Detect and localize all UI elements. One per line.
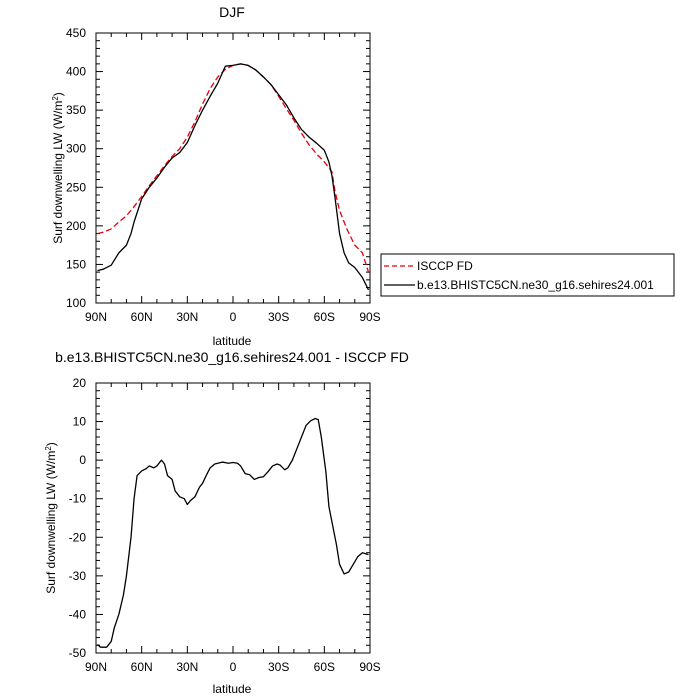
- x-tick-label: 90S: [359, 660, 380, 674]
- y-tick-label: 0: [79, 453, 86, 467]
- x-axis-label: latitude: [213, 682, 252, 696]
- x-tick-label: 30N: [176, 310, 198, 324]
- legend-box: [380, 253, 675, 297]
- y-tick-label: -50: [69, 646, 87, 660]
- axis-ticks: 90N 60N 30N 0 30S 60S 90S -50 -40 -30 -20 -10 0 10 20: [69, 376, 381, 674]
- chart-title: b.e13.BHISTC5CN.ne30_g16.sehires24.001 -…: [55, 349, 409, 365]
- legend: ISCCP FD b.e13.BHISTC5CN.ne30_g16.sehire…: [380, 253, 675, 297]
- y-tick-label: 300: [66, 142, 86, 156]
- legend-label-model: b.e13.BHISTC5CN.ne30_g16.sehires24.001: [417, 278, 654, 292]
- series-line-0: [97, 417, 369, 648]
- y-tick-label: 400: [66, 65, 86, 79]
- chart-title: DJF: [219, 4, 245, 20]
- x-axis-label: latitude: [213, 334, 252, 348]
- chart-djf: DJF 90N 60N 30N 0 30S 60S 90S 100 150 200 250 300 35…: [51, 4, 675, 348]
- x-tick-label: 0: [230, 660, 237, 674]
- axis-ticks: 90N 60N 30N 0 30S 60S 90S 100 150 200 250 300 350 400…: [66, 26, 381, 324]
- legend-label-isccp: ISCCP FD: [417, 259, 473, 273]
- y-tick-label: -20: [69, 530, 87, 544]
- y-tick-label: 20: [73, 376, 87, 390]
- x-tick-label: 30S: [268, 310, 289, 324]
- chart-difference: b.e13.BHISTC5CN.ne30_g16.sehires24.001 -…: [44, 349, 409, 696]
- y-axis-label: Surf downwelling LW (W/m2): [44, 442, 59, 594]
- x-tick-label: 60S: [314, 310, 335, 324]
- x-tick-label: 90N: [85, 660, 107, 674]
- y-tick-label: -40: [69, 607, 87, 621]
- y-tick-label: -10: [69, 492, 87, 506]
- x-tick-label: 60S: [314, 660, 335, 674]
- series-line-0: [97, 63, 370, 273]
- y-tick-label: -30: [69, 569, 87, 583]
- x-tick-label: 0: [230, 310, 237, 324]
- y-tick-label: 200: [66, 219, 86, 233]
- x-tick-label: 30S: [268, 660, 289, 674]
- x-tick-label: 90N: [85, 310, 107, 324]
- plot-frame: [95, 32, 371, 304]
- y-axis-label: Surf downwelling LW (W/m2): [51, 92, 66, 244]
- y-tick-label: 150: [66, 257, 86, 271]
- y-tick-label: 10: [73, 415, 87, 429]
- y-tick-label: 450: [66, 26, 86, 40]
- series-line-1: [97, 63, 370, 291]
- y-tick-label: 350: [66, 103, 86, 117]
- x-tick-label: 30N: [176, 660, 198, 674]
- x-tick-label: 60N: [131, 310, 153, 324]
- series-group: [97, 63, 370, 291]
- x-tick-label: 90S: [359, 310, 380, 324]
- plot-frame: [95, 382, 371, 654]
- x-tick-label: 60N: [131, 660, 153, 674]
- y-tick-label: 100: [66, 296, 86, 310]
- y-tick-label: 250: [66, 180, 86, 194]
- series-group: [97, 417, 369, 648]
